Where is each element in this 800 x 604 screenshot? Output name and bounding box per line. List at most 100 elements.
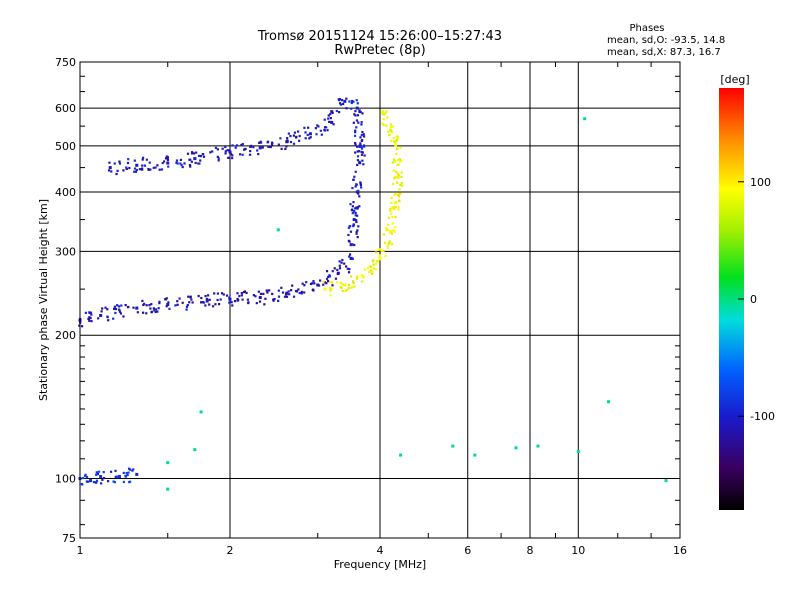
data-point	[350, 101, 353, 105]
data-point	[328, 275, 332, 278]
data-point	[152, 307, 155, 310]
data-point	[393, 140, 396, 143]
data-point	[192, 152, 196, 155]
data-point	[204, 294, 207, 298]
data-point	[348, 100, 351, 103]
data-point	[327, 117, 330, 120]
data-point	[168, 307, 171, 310]
data-point	[335, 109, 338, 113]
data-point	[354, 170, 357, 173]
data-point	[96, 472, 100, 476]
data-point	[188, 301, 191, 304]
data-point	[392, 169, 395, 172]
data-point	[360, 139, 363, 142]
data-point	[390, 232, 393, 235]
data-point	[353, 175, 356, 178]
data-point	[384, 112, 387, 115]
data-point	[199, 159, 202, 162]
data-point	[141, 156, 145, 159]
data-point	[331, 284, 334, 287]
data-point	[358, 160, 361, 163]
data-point	[357, 150, 361, 153]
data-point	[399, 192, 402, 196]
data-point	[395, 170, 398, 173]
data-point	[165, 155, 168, 158]
data-point	[387, 130, 390, 133]
data-point	[396, 172, 399, 175]
data-point	[230, 152, 233, 156]
data-point	[371, 272, 374, 275]
data-point	[128, 166, 131, 170]
data-point	[355, 219, 358, 222]
data-point	[350, 286, 353, 289]
data-point	[271, 292, 274, 296]
data-point	[349, 256, 353, 260]
data-point	[89, 316, 92, 320]
data-point	[352, 223, 355, 226]
data-point	[341, 99, 344, 102]
data-point	[355, 277, 359, 280]
data-point	[347, 283, 351, 287]
data-point	[350, 107, 353, 110]
data-point	[348, 225, 351, 228]
data-point	[266, 140, 270, 143]
data-point	[394, 201, 398, 205]
data-point	[382, 118, 385, 121]
data-point	[306, 133, 309, 137]
data-point	[286, 137, 289, 140]
data-point	[231, 154, 234, 157]
y-axis-label: Stationary phase Virtual Height [km]	[37, 199, 50, 401]
data-points	[78, 97, 668, 491]
data-point	[228, 301, 231, 304]
data-point	[97, 470, 101, 473]
data-point	[396, 135, 400, 138]
data-point	[205, 297, 208, 301]
data-point	[329, 280, 332, 284]
y-tick-labels: 75 100 200 300 400 500 600 750	[55, 56, 76, 545]
data-point	[240, 143, 243, 147]
data-point	[385, 226, 388, 230]
data-point	[400, 175, 403, 178]
data-point	[138, 168, 142, 171]
data-point	[214, 303, 217, 306]
data-point	[238, 294, 241, 298]
data-point	[380, 250, 383, 253]
data-point	[259, 140, 262, 143]
data-point	[355, 190, 359, 194]
data-point	[298, 134, 301, 138]
data-point	[288, 293, 291, 296]
data-point	[125, 472, 128, 475]
data-point	[286, 291, 289, 294]
data-point	[107, 480, 110, 483]
data-point	[78, 324, 81, 327]
data-point	[359, 142, 362, 145]
y-tick-label: 400	[55, 186, 76, 199]
data-point	[129, 480, 132, 483]
colorbar-tick-label: 0	[750, 293, 757, 306]
data-point	[323, 118, 326, 121]
data-point	[147, 168, 150, 171]
data-point	[393, 158, 396, 161]
data-point	[385, 229, 388, 232]
data-point	[95, 473, 98, 476]
data-point	[148, 304, 151, 307]
data-point	[355, 106, 359, 110]
data-point	[107, 169, 111, 172]
data-point	[360, 147, 364, 150]
data-point	[355, 119, 359, 122]
data-point	[352, 121, 355, 124]
data-point	[355, 206, 358, 209]
data-point	[358, 109, 361, 112]
plot-frame	[79, 61, 681, 539]
data-point	[84, 311, 87, 314]
data-point	[323, 128, 326, 132]
data-point	[99, 474, 103, 478]
data-point	[101, 478, 104, 481]
data-point	[382, 249, 385, 253]
data-point	[396, 163, 399, 167]
data-point	[99, 482, 103, 485]
data-point	[193, 448, 197, 452]
data-point	[389, 231, 392, 234]
data-point	[95, 471, 98, 474]
data-point	[166, 158, 170, 162]
